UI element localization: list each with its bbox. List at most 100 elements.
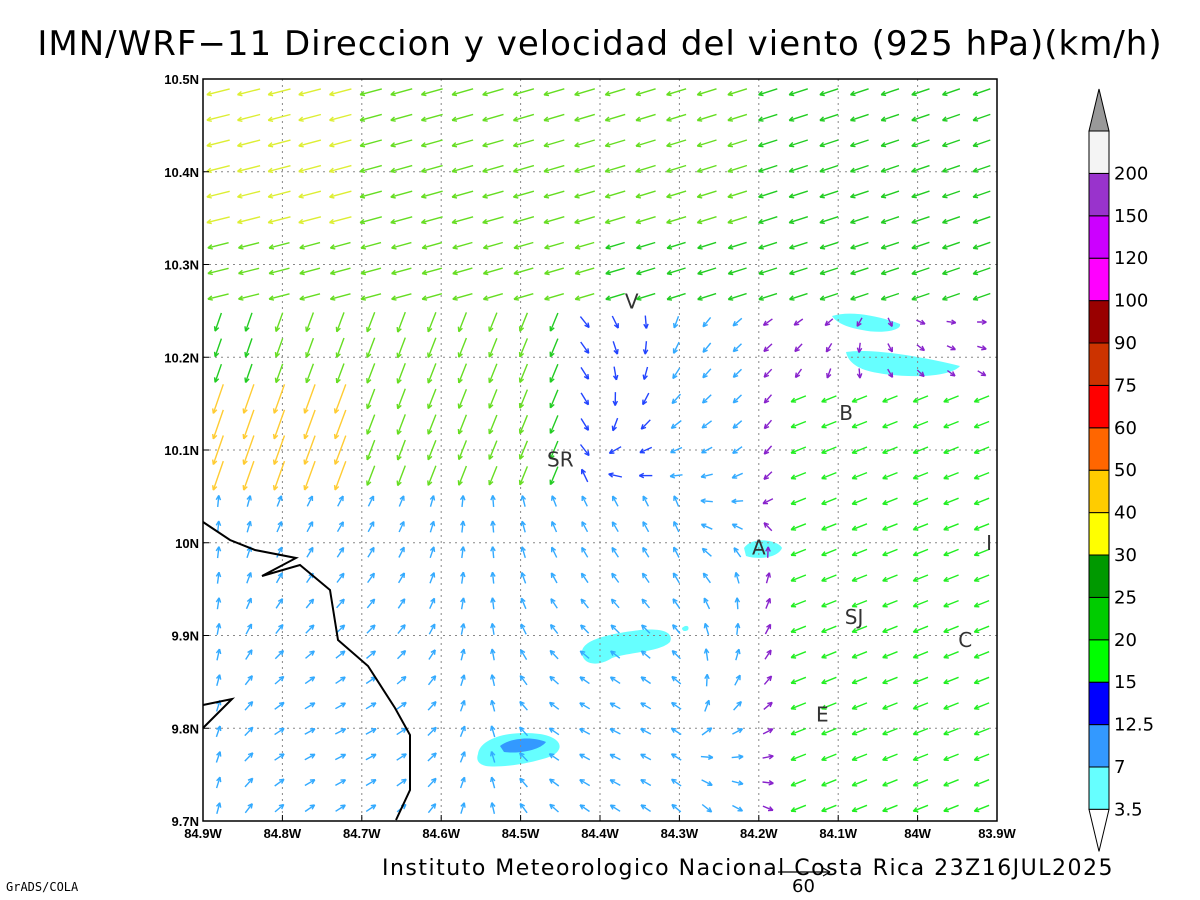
x-tick-label: 84.6W [422,826,460,841]
wind-vector [215,520,222,533]
wind-vector [819,139,839,148]
wind-vector [916,344,926,352]
shade-area-3 [744,540,782,558]
wind-vector [548,701,560,710]
wind-vector [821,497,837,506]
wind-vector [670,446,683,454]
wind-vector [819,113,839,122]
wind-vector [943,471,959,480]
wind-vector [880,241,900,250]
wind-vector [942,241,961,250]
shade-area-7 [500,738,546,753]
y-tick-label: 10N [175,536,199,551]
wind-vector [605,241,625,250]
wind-vector [206,113,230,122]
wind-vector [215,674,222,686]
wind-vector [396,649,407,660]
wind-vector [732,446,743,454]
wind-vector [912,420,929,429]
wind-vector [520,623,527,635]
wind-vector [734,674,741,686]
wind-vector [701,420,713,429]
wind-vector [851,727,868,736]
wind-vector [943,676,959,685]
colorbar-label: 25 [1114,587,1137,608]
wind-vector [574,139,596,148]
wind-vector [640,779,652,787]
wind-vector [488,312,498,333]
wind-vector [366,311,376,333]
wind-vector [237,165,261,174]
wind-vector [912,779,929,787]
wind-vector [421,293,443,301]
shade-area-2 [846,350,960,377]
wind-vector [398,546,405,558]
wind-vector [518,414,529,435]
wind-vector [396,388,406,410]
colorbar-swatch [1088,257,1110,302]
wind-vector [246,520,252,533]
wind-vector [790,523,807,531]
colorbar-label: 50 [1114,460,1137,481]
wind-vector [274,338,284,358]
wind-vector [943,574,959,582]
wind-vector [206,139,230,148]
wind-vector [819,241,839,250]
wind-vector [397,598,406,609]
colorbar-label: 120 [1114,248,1148,269]
wind-vector [912,497,929,506]
wind-vector [611,315,619,329]
wind-vector [298,113,322,122]
colorbar-label: 90 [1114,333,1137,354]
wind-vector [579,779,591,787]
wind-vector [821,676,837,685]
wind-vector [604,190,626,199]
wind-vector [360,241,382,250]
wind-vector [549,675,559,685]
wind-vector [580,418,590,431]
wind-vector [427,803,437,814]
wind-vector [973,574,990,582]
wind-vector [882,651,898,659]
wind-vector [420,216,443,225]
wind-vector [543,139,565,148]
wind-vector [887,343,893,353]
wind-vector [304,779,316,787]
wind-vector [420,88,443,97]
wind-vector [237,88,261,97]
wind-vector [882,804,898,813]
wind-vector [911,292,930,301]
wind-vector [242,460,255,491]
coastline-main [202,521,411,821]
wind-vector [267,88,291,97]
wind-vector [365,753,377,761]
wind-vector [543,164,565,174]
wind-vector [700,754,714,760]
wind-vector [390,139,413,148]
reference-vector-head [822,867,831,877]
wind-vector [451,88,474,97]
wind-vector [580,392,590,406]
wind-vector [850,216,869,225]
wind-vector [850,267,869,276]
wind-vector [333,384,347,414]
y-tick-label: 9.8N [172,721,199,736]
wind-vector [727,113,748,122]
x-axis-ticks: 84.9W 84.8W 84.7W 84.6W 84.5W 84.4W 84.3W 84.2W… [184,815,1017,841]
wind-vector [276,495,283,507]
wind-vector [821,420,837,429]
wind-vector [732,728,744,735]
wind-vector [305,624,315,634]
wind-vector [365,779,377,787]
wind-vector [519,700,528,711]
wind-vector [244,752,254,762]
wind-vector [763,445,773,455]
wind-vector [206,165,230,174]
wind-vector [704,673,710,687]
wind-vector [977,345,987,351]
wind-vector [912,753,929,761]
colorbar-swatch [1088,427,1110,471]
wind-vector [856,317,863,327]
wind-vector [520,520,526,533]
wind-vector [397,624,406,635]
